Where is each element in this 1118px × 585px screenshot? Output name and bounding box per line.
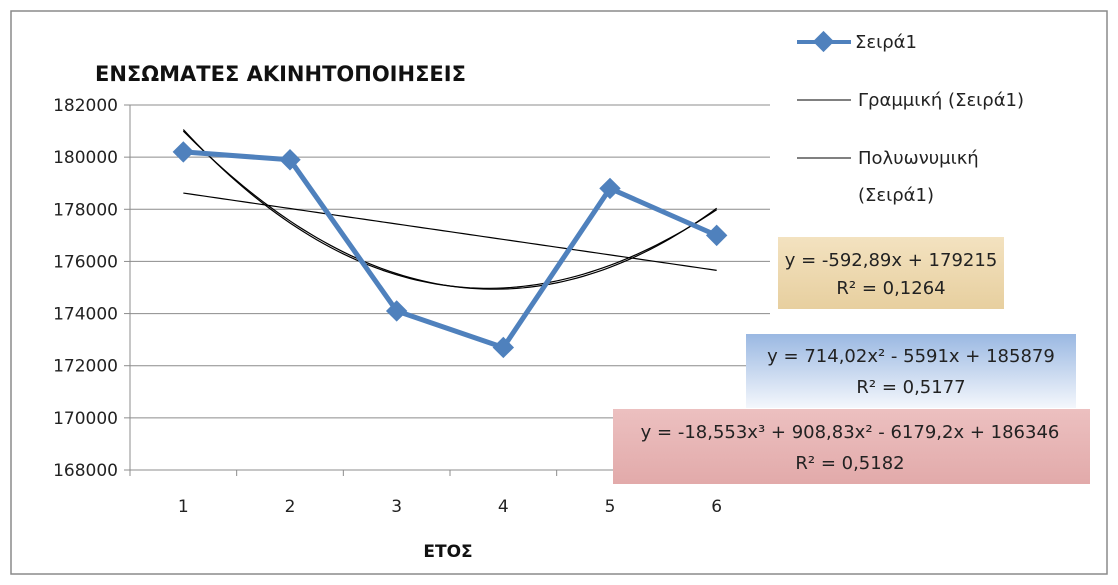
y-tick-label: 174000 [53,305,118,325]
y-axis-ticks: 168000 170000 172000 174000 176000 178000 1800… [53,96,130,481]
polynomial-trendline [182,129,717,289]
x-tick-label: 3 [391,497,402,517]
linear-r2: R² = 0,1264 [836,278,945,299]
data-point-marker [599,177,621,200]
poly3-equation-box: y = -18,553x³ + 908,83x² - 6179,2x + 186… [613,409,1090,484]
chart-title: ΕΝΣΩΜΑΤΕΣ ΑΚΙΝΗΤΟΠΟΙΗΣΕΙΣ [95,62,466,86]
x-tick-label: 2 [285,497,296,517]
trendlines [182,129,718,290]
legend-linear-label: Γραμμική (Σειρά1) [858,90,1024,111]
data-point-marker [705,224,728,247]
y-tick-label: 182000 [53,96,118,116]
series-group [172,141,728,359]
legend: Σειρά1 Γραμμική (Σειρά1) Πολυωνυμική (Σε… [797,30,1024,206]
y-tick-label: 176000 [53,252,118,272]
x-tick-label: 5 [605,497,616,517]
poly2-equation-bg [746,334,1076,408]
linear-trendline [183,192,717,271]
x-tick-label: 4 [498,497,509,517]
linear-equation-box: y = -592,89x + 179215 R² = 0,1264 [778,237,1004,309]
linear-equation-bg [778,237,1004,309]
y-tick-label: 178000 [53,200,118,220]
poly3-equation: y = -18,553x³ + 908,83x² - 6179,2x + 186… [641,422,1060,443]
poly3-equation-bg [613,409,1090,484]
y-tick-label: 180000 [53,148,118,168]
data-point-marker [172,141,195,163]
poly2-r2: R² = 0,5177 [856,377,965,398]
y-tick-label: 172000 [53,357,118,377]
y-tick-label: 170000 [53,409,118,429]
y-tick-label: 168000 [53,461,118,481]
data-point-marker [279,149,301,171]
poly2-equation-box: y = 714,02x² - 5591x + 185879 R² = 0,517… [746,334,1076,408]
x-tick-label: 1 [178,497,189,517]
data-point-marker [385,300,408,322]
x-tick-label: 6 [711,497,722,517]
legend-poly-label-line1: Πολυωνυμική [858,148,979,169]
poly2-equation: y = 714,02x² - 5591x + 185879 [767,346,1055,367]
linear-equation: y = -592,89x + 179215 [785,250,998,271]
legend-series-marker [812,30,835,53]
x-axis-label: ΕΤΟΣ [423,542,472,562]
data-point-marker [492,336,515,359]
poly3-r2: R² = 0,5182 [795,453,904,474]
legend-series-label: Σειρά1 [855,32,917,53]
legend-poly-label-line2: (Σειρά1) [858,185,934,206]
series-line [183,149,718,350]
